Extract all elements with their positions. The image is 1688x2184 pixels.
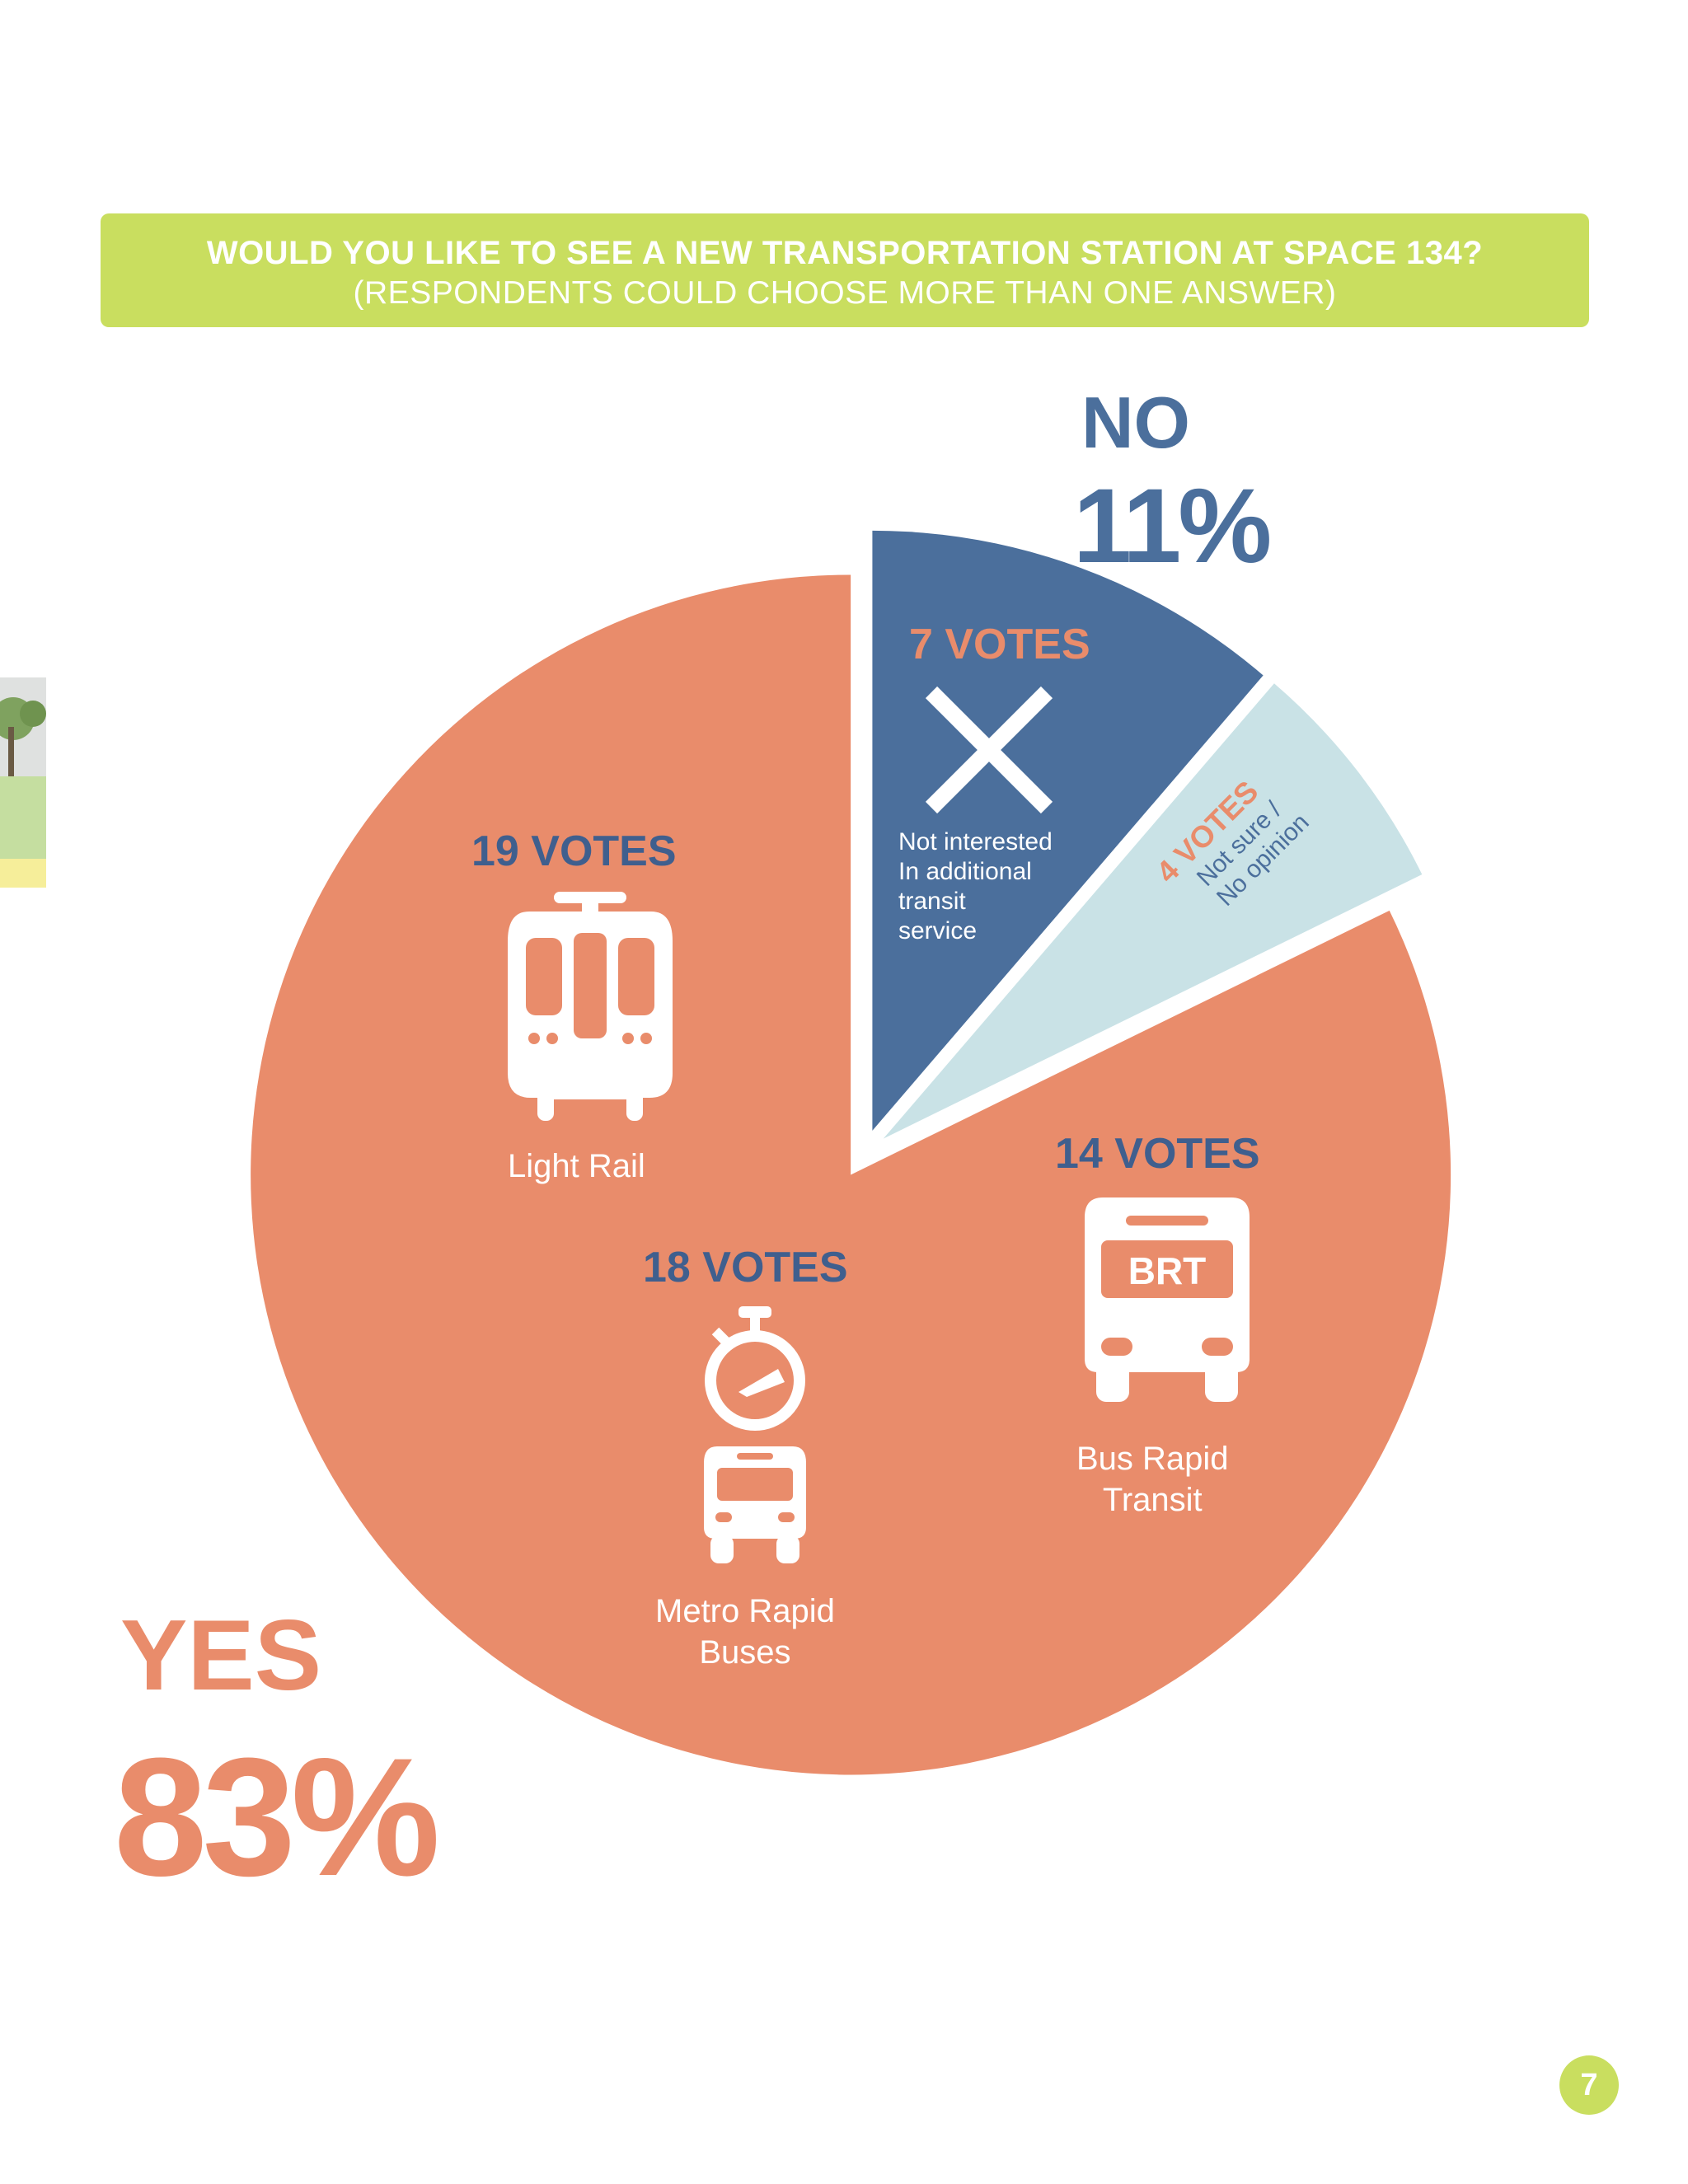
no-caption: Not interested In additional transit ser… bbox=[898, 828, 1053, 944]
no-percentage: 11% bbox=[1073, 467, 1272, 585]
title-banner: WOULD YOU LIKE TO SEE A NEW TRANSPORTATI… bbox=[101, 213, 1589, 327]
no-label: NO bbox=[1081, 382, 1190, 463]
brt-badge-text: BRT bbox=[1128, 1249, 1207, 1292]
page-number: 7 bbox=[1559, 2055, 1619, 2115]
pie-slice-yes bbox=[251, 574, 1451, 1775]
chart-title: WOULD YOU LIKE TO SEE A NEW TRANSPORTATI… bbox=[206, 235, 1484, 271]
light-rail-caption: Light Rail bbox=[508, 1148, 645, 1184]
light-rail-icon bbox=[508, 892, 673, 1121]
yes-label: YES bbox=[120, 1599, 322, 1711]
metro-rapid-votes-label: 18 VOTES bbox=[643, 1244, 848, 1291]
chart-subtitle: (RESPONDENTS COULD CHOOSE MORE THAN ONE … bbox=[353, 275, 1337, 311]
brt-caption: Bus Rapid Transit bbox=[1076, 1441, 1229, 1518]
light-rail-votes-label: 19 VOTES bbox=[471, 827, 677, 875]
tree-decoration-icon bbox=[0, 677, 46, 888]
brt-bus-icon: BRT bbox=[1085, 1197, 1250, 1402]
metro-rapid-caption: Metro Rapid Buses bbox=[655, 1593, 835, 1671]
close-x-icon bbox=[925, 686, 1053, 814]
pie-slice-not-sure bbox=[883, 683, 1423, 1139]
pie-slice-no bbox=[872, 530, 1264, 1131]
no-votes-label: 7 VOTES bbox=[909, 621, 1090, 668]
metro-rapid-bus-icon bbox=[704, 1306, 806, 1563]
yes-percentage: 83% bbox=[114, 1723, 440, 1911]
brt-votes-label: 14 VOTES bbox=[1055, 1130, 1260, 1178]
